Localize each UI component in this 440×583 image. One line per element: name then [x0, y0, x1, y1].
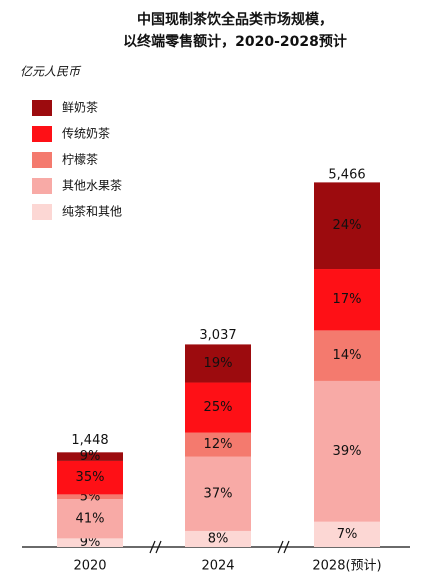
total-label: 1,448	[71, 433, 108, 448]
segment-label: 14%	[333, 348, 362, 363]
segment-label: 12%	[204, 437, 233, 452]
segment-label: 8%	[208, 531, 229, 546]
bar-segment	[314, 380, 380, 522]
segment-label: 25%	[204, 400, 233, 415]
segment-label: 35%	[76, 470, 105, 485]
bar-segment	[57, 452, 123, 461]
chart-title: 以终端零售额计，2020-2028预计	[123, 33, 347, 50]
bar-segment	[314, 521, 380, 547]
bar-segment	[57, 460, 123, 495]
axis-break	[149, 540, 290, 554]
legend-label: 纯茶和其他	[62, 204, 122, 219]
bar-segment	[57, 494, 123, 500]
segment-label: 41%	[76, 511, 105, 526]
segment-label: 17%	[333, 292, 362, 307]
unit-label: 亿元人民币	[20, 65, 82, 79]
legend-swatch	[32, 204, 52, 220]
legend-swatch	[32, 126, 52, 142]
legend-label: 鲜奶茶	[62, 100, 98, 115]
bar-segment	[185, 344, 251, 383]
segment-label: 7%	[337, 527, 358, 542]
legend-label: 柠檬茶	[62, 152, 98, 167]
legend-swatch	[32, 152, 52, 168]
x-tick-label: 2024	[201, 559, 234, 574]
bar-segment	[314, 269, 380, 331]
legend-label: 其他水果茶	[62, 178, 122, 193]
chart-title: 中国现制茶饮全品类市场规模，	[137, 11, 333, 28]
legend-label: 传统奶茶	[62, 126, 110, 141]
segment-label: 37%	[204, 486, 233, 501]
total-label: 3,037	[199, 328, 236, 343]
legend-swatch	[32, 100, 52, 116]
bar-segment	[185, 432, 251, 457]
bar-segment	[185, 382, 251, 433]
bar-segment	[314, 182, 380, 270]
x-tick-label: 2028(预计)	[312, 559, 381, 574]
segment-label: 9%	[80, 535, 101, 550]
legend-swatch	[32, 178, 52, 194]
bar-segment	[314, 330, 380, 381]
bar-segment	[57, 538, 123, 547]
x-tick-label: 2020	[73, 559, 106, 574]
segment-label: 24%	[333, 218, 362, 233]
segment-label: 19%	[204, 356, 233, 371]
bar-segment	[57, 499, 123, 539]
total-label: 5,466	[328, 168, 365, 183]
segment-label: 39%	[333, 444, 362, 459]
segment-label: 9%	[80, 449, 101, 464]
bar-segment	[185, 530, 251, 547]
bar-segment	[185, 456, 251, 531]
